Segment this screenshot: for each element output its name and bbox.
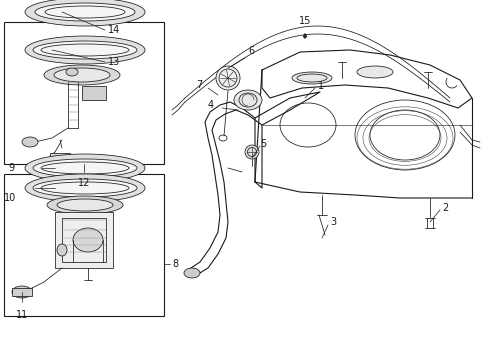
Text: 5: 5 (260, 139, 265, 149)
Ellipse shape (66, 68, 78, 76)
Ellipse shape (234, 90, 262, 110)
Ellipse shape (12, 286, 32, 298)
Text: 1: 1 (317, 81, 324, 91)
Text: 6: 6 (247, 46, 254, 56)
Ellipse shape (22, 137, 38, 147)
Text: 4: 4 (207, 100, 214, 110)
Ellipse shape (25, 36, 145, 64)
Ellipse shape (54, 68, 110, 82)
Ellipse shape (25, 174, 145, 202)
Text: 10: 10 (4, 193, 16, 203)
Ellipse shape (35, 3, 135, 21)
Text: 11: 11 (16, 310, 28, 320)
Ellipse shape (25, 0, 145, 26)
Text: 15: 15 (298, 16, 310, 26)
Text: 9: 9 (8, 163, 14, 173)
Text: 8: 8 (172, 259, 178, 269)
Ellipse shape (33, 159, 137, 177)
Text: 14: 14 (108, 25, 120, 35)
Ellipse shape (57, 199, 113, 211)
Ellipse shape (356, 66, 392, 78)
Bar (12, 288, 32, 296)
Text: 2: 2 (441, 203, 447, 213)
Ellipse shape (244, 145, 259, 159)
Ellipse shape (216, 66, 240, 90)
Ellipse shape (44, 65, 120, 85)
Ellipse shape (47, 196, 123, 214)
Ellipse shape (183, 268, 200, 278)
Ellipse shape (25, 154, 145, 182)
Bar (4, 22, 163, 164)
Bar (82, 86, 106, 100)
Text: 12: 12 (78, 178, 90, 188)
Bar (55, 212, 113, 268)
Bar (4, 174, 163, 316)
Ellipse shape (33, 179, 137, 197)
Bar (62, 218, 106, 262)
Text: 3: 3 (329, 217, 335, 227)
Text: 7: 7 (195, 80, 202, 90)
Ellipse shape (291, 72, 331, 84)
Ellipse shape (57, 244, 67, 256)
Text: 13: 13 (108, 57, 120, 67)
Ellipse shape (33, 41, 137, 59)
Bar (50, 153, 70, 159)
Ellipse shape (73, 228, 103, 252)
